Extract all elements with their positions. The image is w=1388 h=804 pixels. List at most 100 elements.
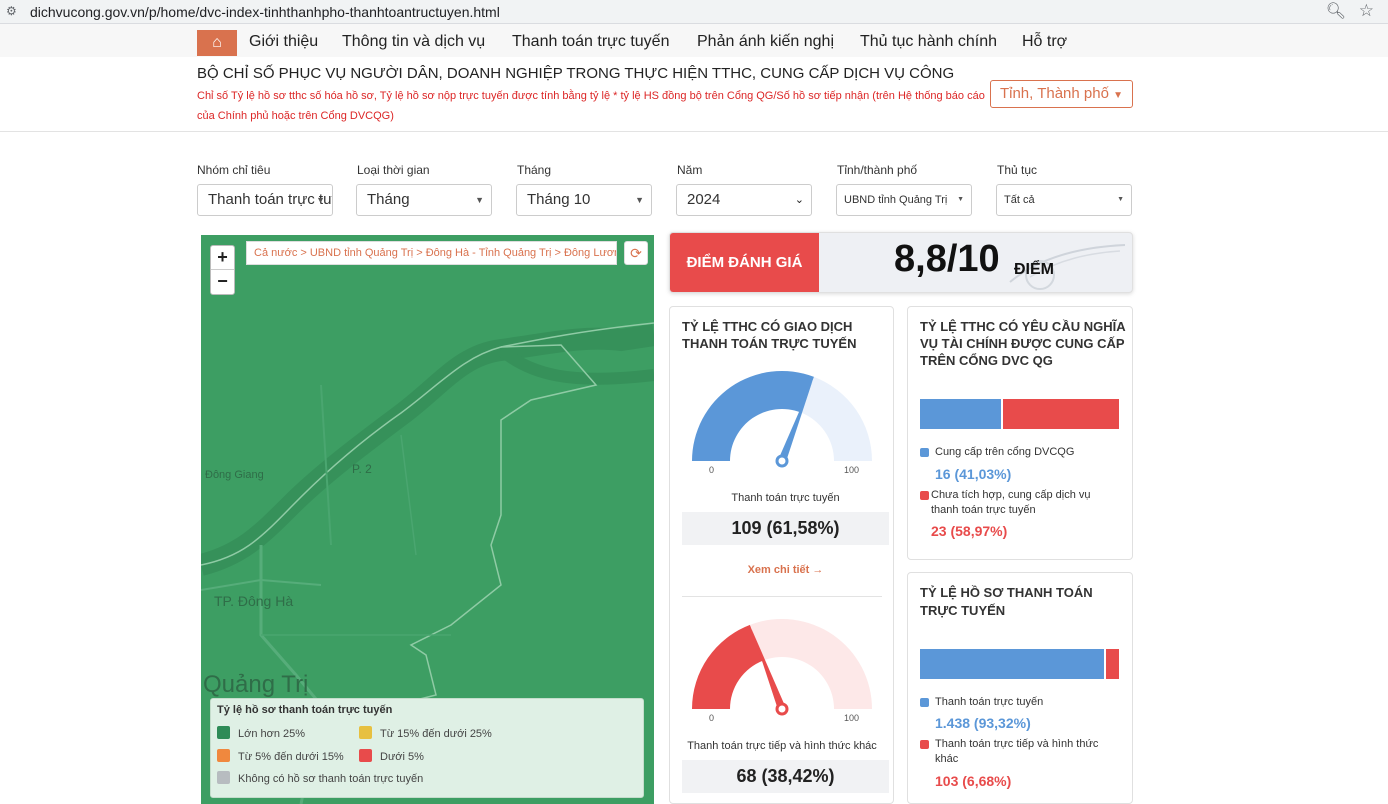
gauge-online-min: 0 [709, 465, 715, 475]
records-legend-online: Thanh toán trực tuyến [920, 695, 1120, 710]
chevron-down-icon: ▼ [475, 195, 484, 205]
records-legend-direct: Thanh toán trực tiếp và hình thức khác [920, 737, 1125, 767]
filter-label-procedure: Thủ tục [997, 163, 1038, 177]
gauge-direct-min: 0 [709, 713, 715, 723]
map-road [201, 578, 322, 591]
legend-swatch [217, 771, 230, 784]
filter-label-province: Tỉnh/thành phố [837, 163, 918, 177]
map-breadcrumb[interactable]: Cả nước > UBND tỉnh Quảng Trị > Đông Hà … [246, 241, 617, 265]
header-divider [0, 131, 1388, 132]
score-label: ĐIỂM ĐÁNH GIÁ [670, 233, 819, 292]
zoom-icon[interactable]: 🔍︎ [1325, 3, 1346, 20]
nav-thong-tin-dich-vu[interactable]: Thông tin và dịch vụ [342, 33, 486, 50]
gauge-direct-label: Thanh toán trực tiếp và hình thức khác [687, 740, 877, 752]
finance-bar-not-integrated [1003, 399, 1119, 429]
gauge-direct-max: 100 [844, 713, 860, 723]
nav-thanh-toan-truc-tuyen[interactable]: Thanh toán trực tuyến [512, 33, 670, 50]
filter-group-value: Thanh toán trực tuyến [208, 191, 332, 208]
map-river-branch [497, 345, 654, 385]
legend-label: Từ 5% đến dưới 15% [238, 751, 344, 763]
home-button[interactable]: ⌂ [197, 30, 237, 56]
view-details-link[interactable]: Xem chi tiết → [747, 564, 824, 576]
legend-label: Dưới 5% [380, 751, 424, 763]
nav-thu-tuc-hanh-chinh[interactable]: Thủ tục hành chính [860, 33, 997, 50]
legend-swatch [920, 740, 929, 749]
legend-item: Lớn hơn 25% [217, 726, 305, 740]
nav-phan-anh-kien-nghi[interactable]: Phản ánh kiến nghị [697, 33, 834, 50]
legend-swatch [920, 448, 929, 457]
bookmark-star-icon[interactable]: ☆ [1358, 1, 1374, 20]
nav-gioi-thieu[interactable]: Giới thiệu [249, 33, 319, 50]
legend-item: Dưới 5% [359, 749, 424, 763]
card-divider [682, 596, 882, 597]
refresh-icon[interactable]: ⟳ [624, 241, 648, 265]
filter-procedure-select[interactable]: Tất cả ▼ [996, 184, 1132, 216]
card-finance-title-line2: VỤ TÀI CHÍNH ĐƯỢC CUNG CẤP [920, 336, 1125, 351]
legend-label: Từ 15% đến dưới 25% [380, 728, 492, 740]
map-river [201, 324, 654, 576]
legend-item: Từ 5% đến dưới 15% [217, 749, 344, 763]
records-online-value: 1.438 (93,32%) [935, 715, 1031, 731]
trong-dong-watermark-icon [1009, 244, 1126, 290]
page-note: Chỉ số Tỷ lệ hồ sơ tthc số hóa hồ sơ, Tỷ… [197, 90, 985, 122]
legend-swatch [359, 749, 372, 762]
chevron-down-icon: ▼ [635, 195, 644, 205]
province-button-label: Tỉnh, Thành phố [999, 85, 1109, 102]
map-zoom-out-button[interactable]: − [217, 271, 228, 291]
map-label-p2: P. 2 [352, 462, 372, 476]
filter-label-year: Năm [677, 163, 703, 177]
nav-ho-tro[interactable]: Hỗ trợ [1022, 33, 1068, 50]
legend-label: Cung cấp trên cổng DVCQG [935, 446, 1075, 458]
legend-label-line1: Thanh toán trực tiếp và hình thức [935, 738, 1099, 750]
card-finance-procedures [907, 306, 1133, 560]
map-label-dong-giang: Đông Giang [205, 469, 264, 481]
gauge-direct-payment [692, 619, 872, 716]
legend-label: Lớn hơn 25% [238, 728, 306, 740]
gauge-online-payment [692, 371, 872, 468]
filter-group-select[interactable]: Thanh toán trực tuyến▼ [197, 184, 333, 216]
gauge-track [749, 619, 872, 709]
gauge-needle-hub [775, 454, 789, 468]
filter-year-value: 2024 [687, 191, 721, 208]
map-drawing [201, 322, 654, 804]
legend-label: Thanh toán trực tuyến [935, 696, 1044, 708]
map-zoom-in-button[interactable]: + [211, 246, 234, 270]
browser-address-bar: ⚙ dichvucong.gov.vn/p/home/dvc-index-tin… [0, 0, 1388, 24]
finance-provided-value: 16 (41,03%) [935, 466, 1012, 482]
filter-year-select[interactable]: 2024 ⌄ [676, 184, 812, 216]
filter-label-time-type: Loại thời gian [357, 163, 430, 177]
site-info-icon[interactable]: ⚙ [6, 4, 17, 18]
province-dropdown-button[interactable]: Tỉnh, Thành phố ▼ [990, 80, 1133, 108]
card-finance-title-line1: TỶ LỆ TTHC CÓ YÊU CẦU NGHĨA [920, 319, 1126, 334]
filter-time-type-value: Tháng [367, 191, 410, 208]
gauge-needle [751, 628, 786, 711]
legend-label-line2: khác [935, 753, 959, 765]
legend-label-line1: Chưa tích hợp, cung cấp dịch vụ [931, 489, 1091, 501]
filter-month-select[interactable]: Tháng 10 ▼ [516, 184, 652, 216]
gauge-needle [778, 380, 813, 463]
filter-label-month: Tháng [517, 163, 552, 177]
filter-time-type-select[interactable]: Tháng ▼ [356, 184, 492, 216]
gauge-direct-value: 68 (38,42%) [682, 760, 889, 793]
map-legend-title: Tỷ lệ hồ sơ thanh toán trực tuyến [217, 704, 393, 716]
records-direct-value: 103 (6,68%) [935, 773, 1012, 789]
caret-down-icon: ▼ [1117, 196, 1124, 203]
finance-not-integrated-value: 23 (58,97%) [931, 523, 1008, 539]
gauge-online-value: 109 (61,58%) [682, 512, 889, 545]
chevron-down-icon: ⌄ [794, 194, 804, 206]
map-road [400, 434, 417, 556]
gauge-track [800, 376, 872, 461]
url-text[interactable]: dichvucong.gov.vn/p/home/dvc-index-tinht… [30, 4, 500, 20]
gauge-fill [692, 624, 764, 709]
finance-legend-not-integrated: Chưa tích hợp, cung cấp dịch vụ thanh toá… [920, 488, 1125, 518]
map-legend: Tỷ lệ hồ sơ thanh toán trực tuyến Lớn hơ… [210, 698, 644, 798]
gauge-needle-hub [775, 702, 789, 716]
filter-province-select[interactable]: UBND tỉnh Quảng Trị ▼ [836, 184, 972, 216]
map-boundary-line [201, 322, 654, 566]
card-online-transactions-title-line1: TỶ LỆ TTHC CÓ GIAO DỊCH [682, 319, 853, 334]
caret-down-icon: ▼ [957, 196, 964, 203]
gauge-online-label: Thanh toán trực tuyến [731, 492, 840, 504]
legend-label: Không có hồ sơ thanh toán trực tuyến [238, 773, 424, 785]
caret-down-icon: ▼ [1113, 90, 1124, 101]
filter-province-value: UBND tỉnh Quảng Trị [844, 194, 948, 206]
